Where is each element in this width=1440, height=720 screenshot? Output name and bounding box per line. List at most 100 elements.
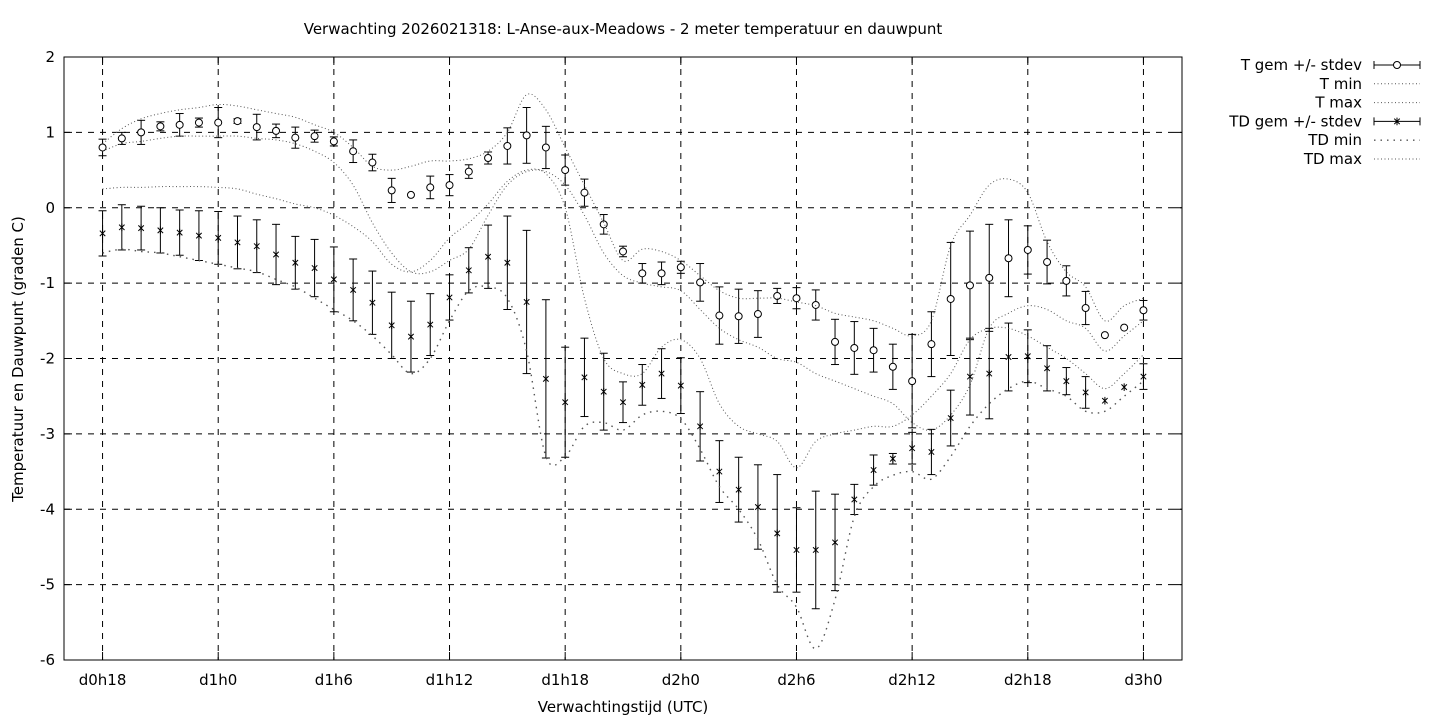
data-point — [850, 343, 859, 352]
data-point — [465, 266, 472, 275]
data-point — [503, 141, 512, 150]
data-point — [252, 123, 261, 132]
data-point — [870, 466, 877, 474]
legend-marker — [1393, 117, 1401, 126]
legend-label: TD max — [1303, 150, 1362, 168]
y-tick-label: 2 — [45, 48, 55, 66]
data-point — [927, 340, 936, 349]
data-point — [1062, 276, 1071, 285]
x-tick-label: d3h0 — [1124, 671, 1162, 689]
data-point — [387, 186, 396, 195]
data-point — [869, 346, 878, 355]
data-point — [735, 485, 742, 494]
data-point — [639, 381, 646, 389]
y-axis-label: Temperatuur en Dauwpunt (graden C) — [9, 216, 27, 503]
legend-item: TD min — [1307, 131, 1420, 149]
data-point — [619, 398, 627, 407]
data-point — [965, 281, 974, 290]
data-point — [214, 118, 223, 127]
data-point — [215, 234, 222, 242]
data-point — [638, 269, 647, 278]
legend-label: T max — [1314, 94, 1362, 112]
data-point — [1043, 364, 1051, 373]
data-point — [716, 467, 723, 476]
data-point — [812, 546, 819, 554]
data-point — [137, 128, 146, 137]
x-tick-label: d2h6 — [777, 671, 815, 689]
data-point — [1024, 352, 1031, 361]
data-point — [774, 529, 781, 538]
data-point — [445, 181, 454, 190]
data-point — [291, 133, 300, 142]
data-point — [697, 422, 704, 431]
data-point — [754, 503, 762, 511]
y-tick-label: -4 — [40, 500, 55, 518]
legend-item: T max — [1314, 94, 1420, 112]
series-2 — [102, 93, 1144, 337]
data-point — [157, 226, 164, 235]
axis-ticks: d0h18 d1h0 d1h6 d1h12 d1h18 d2h0 d2h6 d2h12 d2h1… — [40, 48, 1182, 689]
data-point — [542, 375, 549, 383]
data-point — [793, 546, 800, 554]
data-point — [1100, 331, 1109, 340]
data-point — [234, 238, 241, 247]
data-point — [176, 228, 183, 237]
data-point — [928, 448, 935, 456]
data-point — [909, 444, 916, 452]
data-point — [272, 250, 280, 259]
data-point — [369, 298, 376, 307]
data-point — [272, 126, 281, 135]
data-point — [1004, 254, 1013, 263]
data-point — [138, 224, 145, 232]
data-point — [561, 166, 570, 175]
data-point — [966, 372, 974, 381]
data-point — [600, 387, 607, 396]
data-point — [195, 231, 203, 240]
data-point — [715, 311, 724, 320]
data-point — [541, 143, 550, 152]
data-point — [619, 247, 627, 256]
x-tick-label: d1h0 — [199, 671, 237, 689]
y-tick-label: -1 — [40, 274, 55, 292]
series-0 — [98, 107, 1148, 429]
series-layer — [98, 93, 1148, 650]
data-point — [831, 337, 840, 346]
x-tick-label: d2h0 — [662, 671, 700, 689]
x-tick-label: d1h12 — [426, 671, 474, 689]
y-tick-label: -6 — [40, 651, 55, 669]
data-point — [118, 223, 125, 232]
data-point — [888, 362, 897, 371]
data-point — [1081, 303, 1090, 312]
data-point — [1005, 353, 1012, 361]
legend-marker — [1393, 61, 1401, 69]
legend-label: TD min — [1307, 131, 1362, 149]
data-point — [504, 258, 511, 267]
data-point — [985, 273, 994, 282]
data-point — [349, 147, 358, 156]
series-line — [102, 135, 1144, 431]
data-point — [831, 538, 839, 547]
data-point — [426, 183, 435, 192]
legend-item: T min — [1319, 75, 1420, 93]
y-tick-label: 0 — [45, 199, 55, 217]
data-point — [677, 381, 684, 390]
data-point — [310, 132, 319, 141]
data-point — [99, 229, 106, 238]
data-point — [1140, 372, 1147, 381]
data-point — [658, 369, 665, 378]
data-point — [947, 414, 954, 422]
data-point — [330, 275, 337, 284]
data-point — [946, 294, 955, 303]
data-point — [1120, 323, 1129, 332]
legend-item: TD max — [1303, 150, 1420, 168]
data-point — [156, 122, 165, 131]
data-point — [753, 310, 762, 319]
data-point — [792, 294, 801, 303]
data-point — [253, 242, 260, 250]
data-point — [522, 131, 531, 140]
data-point — [773, 291, 782, 300]
data-point — [407, 332, 415, 341]
y-tick-label: -5 — [40, 576, 55, 594]
